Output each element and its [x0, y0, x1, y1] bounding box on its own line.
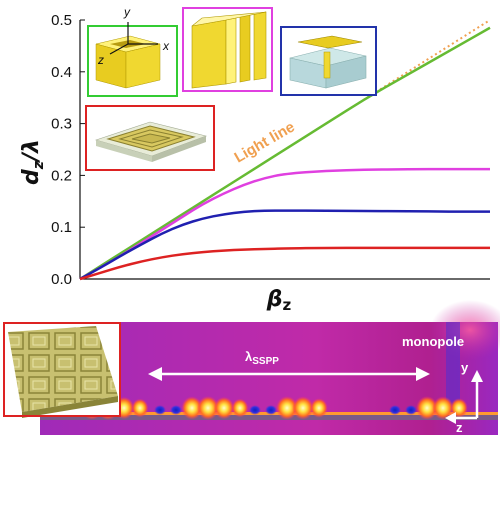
- field-hotspot: [131, 398, 149, 418]
- inset-texture: [3, 322, 121, 418]
- y-tick-label: 0.1: [51, 219, 72, 236]
- field-hotspot: [432, 396, 454, 420]
- wavelength-arrow-right: [416, 367, 430, 381]
- y-tick-label: 0.3: [51, 116, 72, 133]
- inset-blue-border: [280, 26, 377, 96]
- field-axis-z-head: [445, 412, 456, 424]
- y-tick-label: 0.0: [51, 271, 72, 288]
- plate-1-edge: [225, 17, 237, 85]
- field-hotspot: [416, 396, 438, 420]
- series-line-3: [79, 209, 490, 281]
- y-axis-title: dz/λ: [19, 139, 47, 185]
- chart-axes: 0.0 0.1 0.2 0.3 0.4 0.5: [51, 12, 490, 288]
- x-axis-title: βz: [266, 287, 292, 314]
- field-hotspot: [213, 396, 235, 420]
- plate-1: [191, 19, 227, 89]
- monopole-field: [446, 322, 460, 412]
- field-hotspot: [231, 398, 249, 418]
- monopole-label: monopole: [402, 334, 464, 349]
- inset-magenta-unit-cell: [182, 7, 273, 92]
- ring-inner: [131, 133, 171, 144]
- series-line-4: [79, 246, 490, 281]
- inset-axis-z-line: [109, 43, 129, 55]
- plate-2: [239, 14, 251, 83]
- field-hotspot: [276, 396, 298, 420]
- field-axis-y-head: [471, 370, 483, 382]
- inset-magenta-border: [182, 7, 273, 92]
- y-tick-label: 0.5: [51, 12, 72, 29]
- inset-axis-x-label: x: [162, 39, 170, 53]
- plate-top: [191, 11, 267, 27]
- substrate-side: [325, 55, 367, 89]
- field-coldspot: [265, 405, 277, 415]
- field-coldspot: [389, 405, 401, 415]
- field-coldspot: [405, 405, 417, 415]
- field-axis-y-label: y: [461, 360, 469, 375]
- inset-blue-unit-cell: [280, 26, 377, 96]
- inset-red-border: [85, 105, 215, 171]
- y-tick-label: 0.2: [51, 167, 72, 184]
- inset-green-unit-cell: y x z: [87, 5, 178, 97]
- series-line-1: [79, 26, 491, 281]
- board-front: [96, 140, 152, 162]
- texture-edge: [22, 396, 118, 418]
- field-axis-z-label: z: [456, 420, 463, 435]
- cell-side: [125, 43, 161, 89]
- board-side: [152, 136, 206, 162]
- patch: [297, 35, 363, 49]
- field-coldspot: [170, 405, 182, 415]
- inset-red-unit-cell: [85, 105, 215, 171]
- inset-green-border: [87, 25, 178, 97]
- field-hotspot: [197, 396, 219, 420]
- y-tick-label: 0.4: [51, 64, 72, 81]
- wavelength-label: λSSPP: [245, 349, 279, 367]
- field-hotspot: [181, 396, 203, 420]
- inset-axis-z-label: z: [97, 53, 104, 67]
- pin: [323, 51, 331, 79]
- plate-3: [253, 11, 267, 81]
- field-hotspot: [310, 398, 328, 418]
- light-line-label: Light line: [232, 118, 298, 166]
- field-coldspot: [249, 405, 261, 415]
- y-tick-group: 0.0 0.1 0.2 0.3 0.4 0.5: [51, 12, 85, 288]
- ring-middle: [118, 129, 184, 148]
- texture-surface: [8, 326, 118, 412]
- field-hotspot: [292, 396, 314, 420]
- inset-axis-y-label: y: [123, 5, 131, 19]
- sspp-strip: [40, 415, 498, 420]
- inset-texture-border: [3, 322, 121, 417]
- series-layer: [79, 19, 491, 281]
- wavelength-arrow-left: [148, 367, 162, 381]
- field-coldspot: [154, 405, 166, 415]
